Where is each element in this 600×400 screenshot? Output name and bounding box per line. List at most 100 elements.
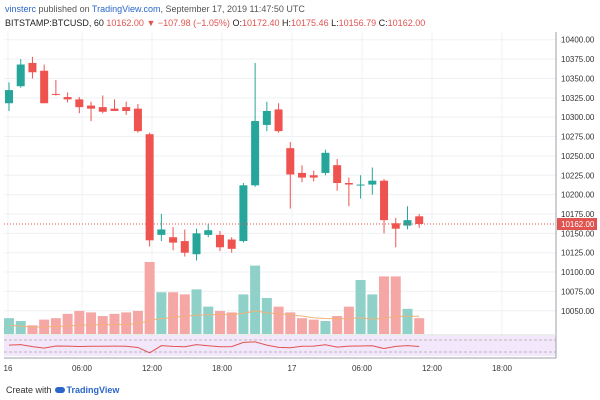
close-value: 10162.00 [387, 18, 426, 28]
volume-bar [261, 298, 272, 334]
candle-body [309, 175, 318, 178]
volume-bar [191, 289, 202, 334]
volume-bar [156, 292, 167, 334]
candle-body [368, 180, 377, 185]
candle-body [157, 229, 166, 235]
candle-body [133, 108, 142, 132]
y-tick-label: 10075.00 [561, 287, 595, 296]
last-price-tag [557, 218, 597, 231]
made-with-text: Create with TradingView [6, 385, 119, 395]
volume-bar [297, 318, 307, 334]
y-tick-label: 10400.00 [561, 36, 595, 45]
candle-body [98, 107, 107, 112]
indicator-line [8, 341, 420, 354]
candle-body [75, 99, 84, 108]
volume-bar [414, 318, 425, 334]
candle-body [28, 62, 37, 73]
tradingview-logo-icon [54, 387, 65, 394]
y-tick-label: 10250.00 [561, 152, 595, 161]
published-text: published on [38, 4, 90, 14]
volume-bar [132, 310, 143, 334]
high-label: H: [282, 18, 292, 28]
candle-body [356, 184, 365, 186]
candle-body [40, 70, 49, 104]
chart-footer: Create with TradingView [0, 380, 600, 400]
y-tick-label: 10300.00 [561, 113, 595, 122]
candle-body [274, 109, 283, 132]
x-tick-label: 18:00 [212, 364, 233, 373]
candle-body [344, 183, 353, 185]
candle-body [169, 237, 178, 243]
volume-bar [226, 312, 237, 334]
price-change: −107.98 (−1.05%) [157, 18, 230, 28]
volume-bar [74, 310, 85, 334]
volume-bar [27, 325, 38, 334]
volume-bar [367, 294, 378, 334]
y-tick-label: 10200.00 [561, 191, 595, 200]
x-tick-label: 06:00 [352, 364, 373, 373]
candle-body [51, 93, 60, 95]
volume-bar [203, 306, 214, 334]
publish-date: , September 17, 2019 11:47:50 UTC [160, 4, 305, 14]
publish-info: vinsterc published on TradingView.com, S… [5, 4, 305, 14]
candle-body [380, 180, 389, 221]
last-price-tag-label: 10162.00 [561, 220, 595, 229]
x-tick-label: 12:00 [142, 364, 163, 373]
volume-bar [379, 276, 390, 334]
candle-body [391, 223, 400, 229]
volume-bar [144, 262, 155, 334]
candle-body [87, 105, 96, 109]
candle-body [180, 241, 189, 253]
volume-ma-line [8, 310, 420, 328]
open-value: 10172.40 [241, 18, 280, 28]
candle-body [262, 110, 271, 125]
last-price: 10162.00 [106, 18, 144, 28]
volume-bar [390, 276, 401, 334]
volume-bar [238, 294, 249, 334]
symbol-info: BITSTAMP:BTCUSD, 60 10162.00 ▼ −107.98 (… [5, 18, 425, 28]
candle-body [227, 239, 236, 249]
author-name[interactable]: vinsterc [5, 4, 37, 14]
close-label: C: [378, 18, 388, 28]
volume-bar [15, 321, 26, 334]
volume-bar [285, 312, 296, 334]
y-tick-label: 10050.00 [561, 307, 595, 316]
y-tick-label: 10175.00 [561, 210, 595, 219]
y-tick-label: 10225.00 [561, 171, 595, 180]
x-tick-label: 17 [288, 364, 297, 373]
volume-bar [4, 318, 14, 334]
y-tick-label: 10350.00 [561, 74, 595, 83]
volume-bar [168, 292, 179, 334]
volume-bar [121, 312, 132, 334]
low-label: L: [331, 18, 339, 28]
candle-body [192, 233, 201, 255]
made-with-label: Create with [6, 385, 52, 395]
candle-body [333, 165, 342, 183]
volume-bar [109, 313, 120, 334]
tradingview-brand[interactable]: TradingView [66, 385, 120, 395]
volume-bar [273, 306, 284, 334]
volume-bar [250, 265, 261, 334]
candle-body [239, 185, 248, 242]
y-tick-label: 10275.00 [561, 133, 595, 142]
candle-body [204, 230, 213, 235]
x-tick-label: 18:00 [492, 364, 513, 373]
candle-body [286, 148, 295, 175]
price-chart[interactable]: 10400.00 10375.00 10350.00 10325.00 10300.00… [0, 0, 600, 380]
candle-body [298, 172, 306, 178]
volume-bar [355, 280, 366, 334]
volume-bar [308, 319, 319, 334]
candle-body [122, 107, 131, 111]
candle-body [5, 90, 13, 104]
down-arrow-icon: ▼ [146, 18, 156, 28]
indicator-pane [4, 336, 556, 356]
open-label: O: [232, 18, 242, 28]
candle-body [403, 220, 412, 226]
candle-body [215, 234, 224, 248]
y-tick-label: 10150.00 [561, 229, 595, 238]
candle-body [145, 134, 154, 241]
platform-link[interactable]: TradingView.com [91, 4, 161, 14]
x-tick-label: 16 [4, 364, 13, 373]
x-tick-label: 06:00 [72, 364, 93, 373]
